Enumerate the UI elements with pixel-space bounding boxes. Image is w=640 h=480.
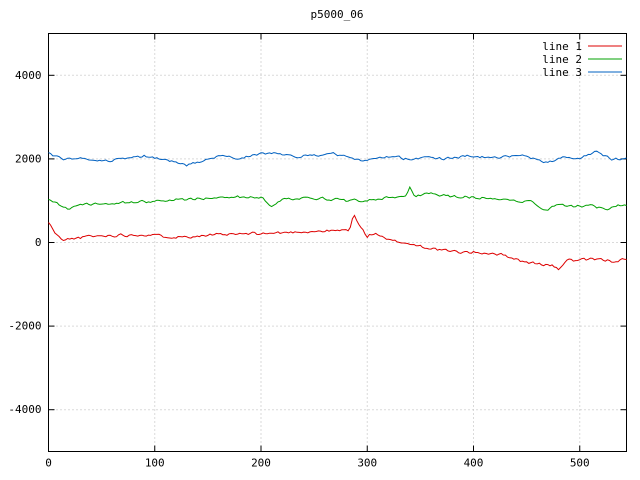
- legend-item: line 3: [542, 66, 622, 79]
- y-tick-label: 2000: [15, 152, 42, 165]
- legend-label: line 3: [542, 66, 582, 79]
- x-tick-label: 0: [45, 457, 52, 470]
- y-tick-label: -2000: [8, 320, 41, 333]
- plot-border: [48, 33, 627, 452]
- legend-label: line 1: [542, 40, 582, 53]
- y-tick-label: 0: [35, 236, 42, 249]
- series-line-1: [48, 214, 627, 271]
- x-tick-label: 400: [464, 457, 484, 470]
- x-tick-label: 300: [357, 457, 377, 470]
- x-tick-label: 100: [145, 457, 165, 470]
- y-tick-labels: -4000 -2000 0 2000 4000: [8, 69, 41, 416]
- axis-ticks: [48, 33, 627, 452]
- x-tick-labels: 0 100 200 300 400 500: [45, 457, 590, 470]
- legend-item: line 1: [542, 40, 622, 53]
- grid-lines: [48, 33, 627, 452]
- x-tick-label: 500: [570, 457, 590, 470]
- y-tick-label: -4000: [8, 403, 41, 416]
- data-series: [48, 150, 627, 271]
- x-tick-label: 200: [251, 457, 271, 470]
- series-line-3: [48, 150, 627, 167]
- legend-label: line 2: [542, 53, 582, 66]
- chart-title: p5000_06: [311, 8, 364, 21]
- series-line-2: [48, 185, 627, 211]
- legend-item: line 2: [542, 53, 622, 66]
- y-tick-label: 4000: [15, 69, 42, 82]
